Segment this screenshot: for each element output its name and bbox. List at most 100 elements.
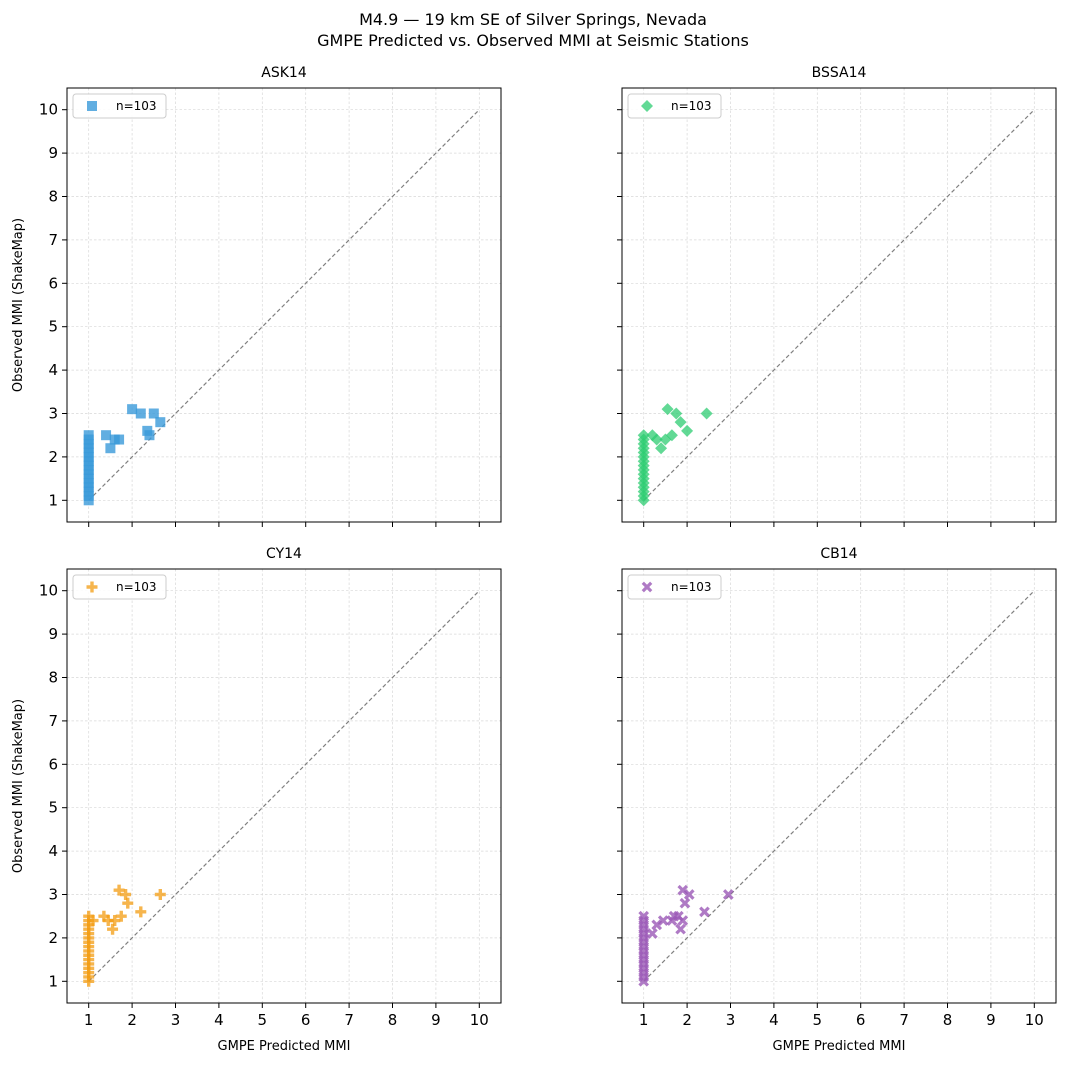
data-point	[83, 430, 94, 441]
one-to-one-line	[88, 590, 480, 982]
x-tick-label: 10	[470, 1011, 489, 1029]
data-point	[114, 434, 125, 445]
data-point	[722, 889, 734, 900]
axes-frame	[66, 87, 502, 523]
y-tick-label: 1	[48, 491, 58, 509]
subplot-bssa14: BSSA14 n=103	[617, 65, 1057, 527]
x-tick-label: 7	[899, 1011, 909, 1029]
subplot-cy14: 1 2 3 4 5 6 7 8 9 10 1 2 3 4 5 6 7 8 9 10 CY14 GMPE Predicted…	[11, 546, 502, 1054]
axes-frame	[621, 87, 1057, 523]
y-tick-label: 3	[48, 886, 58, 904]
subplot-title: BSSA14	[812, 65, 867, 81]
data-point	[135, 906, 147, 918]
x-tick-label: 9	[431, 1011, 441, 1029]
data-point	[650, 433, 663, 446]
y-tick-label: 9	[48, 625, 58, 643]
x-tick-label: 6	[301, 1011, 311, 1029]
x-tick-label: 6	[856, 1011, 866, 1029]
x-tick-label: 8	[943, 1011, 953, 1029]
data-point	[109, 915, 121, 927]
y-tick-label: 8	[48, 188, 58, 206]
y-axis-label: Observed MMI (ShakeMap)	[11, 218, 26, 392]
x-tick-label: 2	[127, 1011, 137, 1029]
x-tick-label: 1	[639, 1011, 649, 1029]
data-point	[681, 424, 694, 437]
x-tick-label: 5	[258, 1011, 268, 1029]
data-point	[655, 442, 668, 455]
data-point	[135, 408, 146, 419]
data-point	[102, 915, 114, 927]
legend: n=103	[627, 93, 722, 119]
y-tick-label: 9	[48, 144, 58, 162]
y-tick-label: 10	[39, 101, 58, 119]
data-point	[115, 910, 127, 922]
y-tick-label: 7	[48, 231, 58, 249]
legend-marker	[86, 581, 98, 593]
data-point	[699, 906, 710, 918]
x-tick-label: 10	[1025, 1011, 1044, 1029]
data-point	[144, 430, 155, 441]
y-tick-label: 2	[48, 448, 58, 466]
figure-subtitle: GMPE Predicted vs. Observed MMI at Seism…	[317, 31, 749, 50]
legend-box	[72, 574, 167, 600]
data-point	[105, 443, 116, 454]
y-tick-label: 6	[48, 274, 58, 292]
subplot-title: CB14	[820, 546, 857, 562]
legend-label: n=103	[116, 99, 157, 113]
y-tick-label: 2	[48, 929, 58, 947]
one-to-one-line	[643, 590, 1035, 982]
x-axis-label: GMPE Predicted MMI	[218, 1039, 351, 1054]
x-tick-label: 4	[214, 1011, 224, 1029]
x-tick-label: 8	[388, 1011, 398, 1029]
subplot-ask14: 1 2 3 4 5 6 7 8 9 10 ASK14 Observed MMI (ShakeMap) n…	[11, 65, 502, 527]
data-point	[700, 407, 713, 420]
data-point	[113, 884, 125, 896]
y-tick-label: 5	[48, 799, 58, 817]
data-point	[154, 889, 166, 900]
data-point	[107, 923, 119, 935]
x-tick-label: 3	[726, 1011, 736, 1029]
data-point	[87, 915, 99, 927]
data-point	[120, 889, 132, 900]
subplot-title: ASK14	[261, 65, 307, 81]
y-tick-label: 1	[48, 972, 58, 990]
data-point	[638, 910, 650, 922]
data-point	[661, 403, 674, 416]
data-point	[683, 889, 695, 900]
data-point	[101, 430, 112, 441]
legend: n=103	[627, 574, 722, 600]
data-point	[148, 408, 159, 419]
y-axis-label: Observed MMI (ShakeMap)	[11, 699, 26, 873]
data-point	[670, 407, 683, 420]
one-to-one-line	[88, 109, 480, 501]
one-to-one-line	[643, 109, 1035, 501]
data-point	[637, 429, 650, 442]
data-point	[675, 923, 686, 935]
data-point	[98, 910, 110, 922]
legend: n=103	[72, 574, 167, 600]
legend-box	[72, 93, 167, 119]
legend-label: n=103	[671, 99, 712, 113]
y-tick-label: 10	[39, 582, 58, 600]
data-point	[674, 416, 687, 429]
data-point	[83, 910, 95, 922]
legend: n=103	[72, 93, 167, 119]
x-tick-label: 5	[813, 1011, 823, 1029]
axes-frame	[66, 568, 502, 1004]
data-point	[679, 897, 691, 909]
data-point	[677, 915, 689, 926]
x-tick-label: 3	[171, 1011, 181, 1029]
data-point	[665, 429, 678, 442]
x-axis-label: GMPE Predicted MMI	[773, 1039, 906, 1054]
data-point	[657, 915, 669, 926]
y-tick-label: 3	[48, 405, 58, 423]
figure-title: M4.9 — 19 km SE of Silver Springs, Nevad…	[359, 10, 707, 29]
legend-marker	[641, 100, 653, 112]
x-tick-label: 2	[682, 1011, 692, 1029]
y-tick-label: 4	[48, 842, 58, 860]
legend-marker	[641, 581, 653, 593]
y-tick-label: 5	[48, 318, 58, 336]
legend-box	[627, 574, 722, 600]
